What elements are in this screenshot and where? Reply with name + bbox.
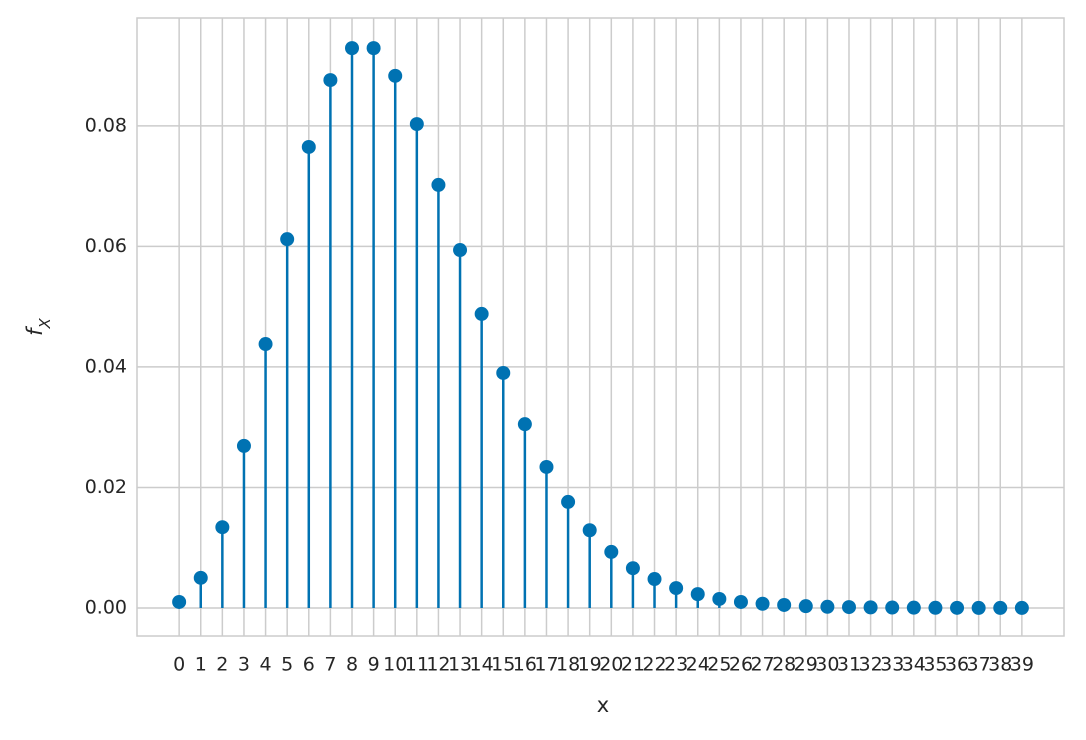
stem-marker (561, 494, 576, 509)
y-tick-label: 0.04 (85, 355, 127, 377)
x-tick-label: 28 (772, 654, 796, 676)
x-tick-label: 0 (173, 654, 185, 676)
stem-marker (712, 591, 727, 606)
y-label-sub: X (36, 317, 54, 329)
stem-marker (733, 594, 748, 609)
stem-marker (280, 232, 295, 247)
x-tick-label: 23 (664, 654, 688, 676)
x-tick-label: 16 (513, 654, 537, 676)
x-tick-label: 5 (281, 654, 293, 676)
y-label-base: f (23, 325, 47, 336)
stem-marker (193, 570, 208, 585)
stem-marker (409, 117, 424, 132)
plot-frame (136, 17, 1065, 637)
x-tick-label: 19 (578, 654, 602, 676)
x-tick-label: 11 (405, 654, 429, 676)
y-tick-label: 0.06 (85, 235, 127, 257)
stem-marker (388, 68, 403, 83)
x-tick-label: 18 (556, 654, 580, 676)
x-tick-label: 2 (216, 654, 228, 676)
stem-marker (258, 337, 273, 352)
x-tick-label: 31 (837, 654, 861, 676)
x-tick-label: 13 (448, 654, 472, 676)
x-tick-label: 15 (491, 654, 515, 676)
stem-marker (625, 561, 640, 576)
x-tick-label: 39 (1010, 654, 1034, 676)
stem-marker (323, 73, 338, 88)
x-tick-label: 27 (750, 654, 774, 676)
stem-marker (647, 572, 662, 587)
x-tick-label: 37 (967, 654, 991, 676)
x-tick-label: 25 (707, 654, 731, 676)
stem-marker (496, 365, 511, 380)
stem-marker (690, 587, 705, 602)
stem-marker (539, 459, 554, 474)
x-tick-label: 22 (642, 654, 666, 676)
x-tick-label: 21 (621, 654, 645, 676)
x-tick-label: 38 (988, 654, 1012, 676)
x-tick-label: 30 (815, 654, 839, 676)
stem-marker (820, 599, 835, 614)
stem-marker (863, 600, 878, 615)
x-tick-label: 20 (599, 654, 623, 676)
x-tick-label: 29 (794, 654, 818, 676)
x-tick-label: 32 (859, 654, 883, 676)
x-tick-label: 12 (426, 654, 450, 676)
y-tick-label: 0.08 (85, 114, 127, 136)
y-axis-label: fX (23, 317, 54, 335)
y-tick-label: 0.00 (85, 596, 127, 618)
x-tick-label: 36 (945, 654, 969, 676)
stem-marker (517, 417, 532, 432)
x-tick-label: 6 (303, 654, 315, 676)
x-tick-label: 1 (195, 654, 207, 676)
stem-marker (798, 599, 813, 614)
x-tick-label: 34 (902, 654, 926, 676)
stem-marker (345, 41, 360, 56)
stem-marker (669, 581, 684, 596)
stem-marker (971, 600, 986, 615)
x-axis-label: x (597, 693, 609, 717)
stem-marker (431, 177, 446, 192)
stem-marker (582, 523, 597, 538)
stem-marker (453, 243, 468, 258)
stem-marker (474, 306, 489, 321)
x-tick-label: 4 (260, 654, 272, 676)
y-tick-label: 0.02 (85, 476, 127, 498)
stem-marker (928, 600, 943, 615)
stem-marker (301, 139, 316, 154)
stem-marker (215, 520, 230, 535)
stem-marker (755, 596, 770, 611)
stem-marker (777, 597, 792, 612)
stem-marker (172, 594, 187, 609)
stem-marker (906, 600, 921, 615)
x-tick-label: 9 (368, 654, 380, 676)
x-tick-label: 33 (880, 654, 904, 676)
stem-marker (885, 600, 900, 615)
stem-marker (950, 600, 965, 615)
x-tick-label: 3 (238, 654, 250, 676)
stem-marker (841, 600, 856, 615)
stem-marker (236, 438, 251, 453)
stem-marker (604, 544, 619, 559)
stem-marker (366, 41, 381, 56)
stem-marker (993, 600, 1008, 615)
x-tick-label: 35 (923, 654, 947, 676)
x-tick-label: 10 (383, 654, 407, 676)
x-tick-label: 8 (346, 654, 358, 676)
marks (172, 41, 1029, 615)
x-tick-label: 7 (324, 654, 336, 676)
x-tick-label: 17 (534, 654, 558, 676)
x-tick-label: 14 (470, 654, 494, 676)
stem-marker (1014, 600, 1029, 615)
x-tick-label: 24 (686, 654, 710, 676)
x-tick-label: 26 (729, 654, 753, 676)
